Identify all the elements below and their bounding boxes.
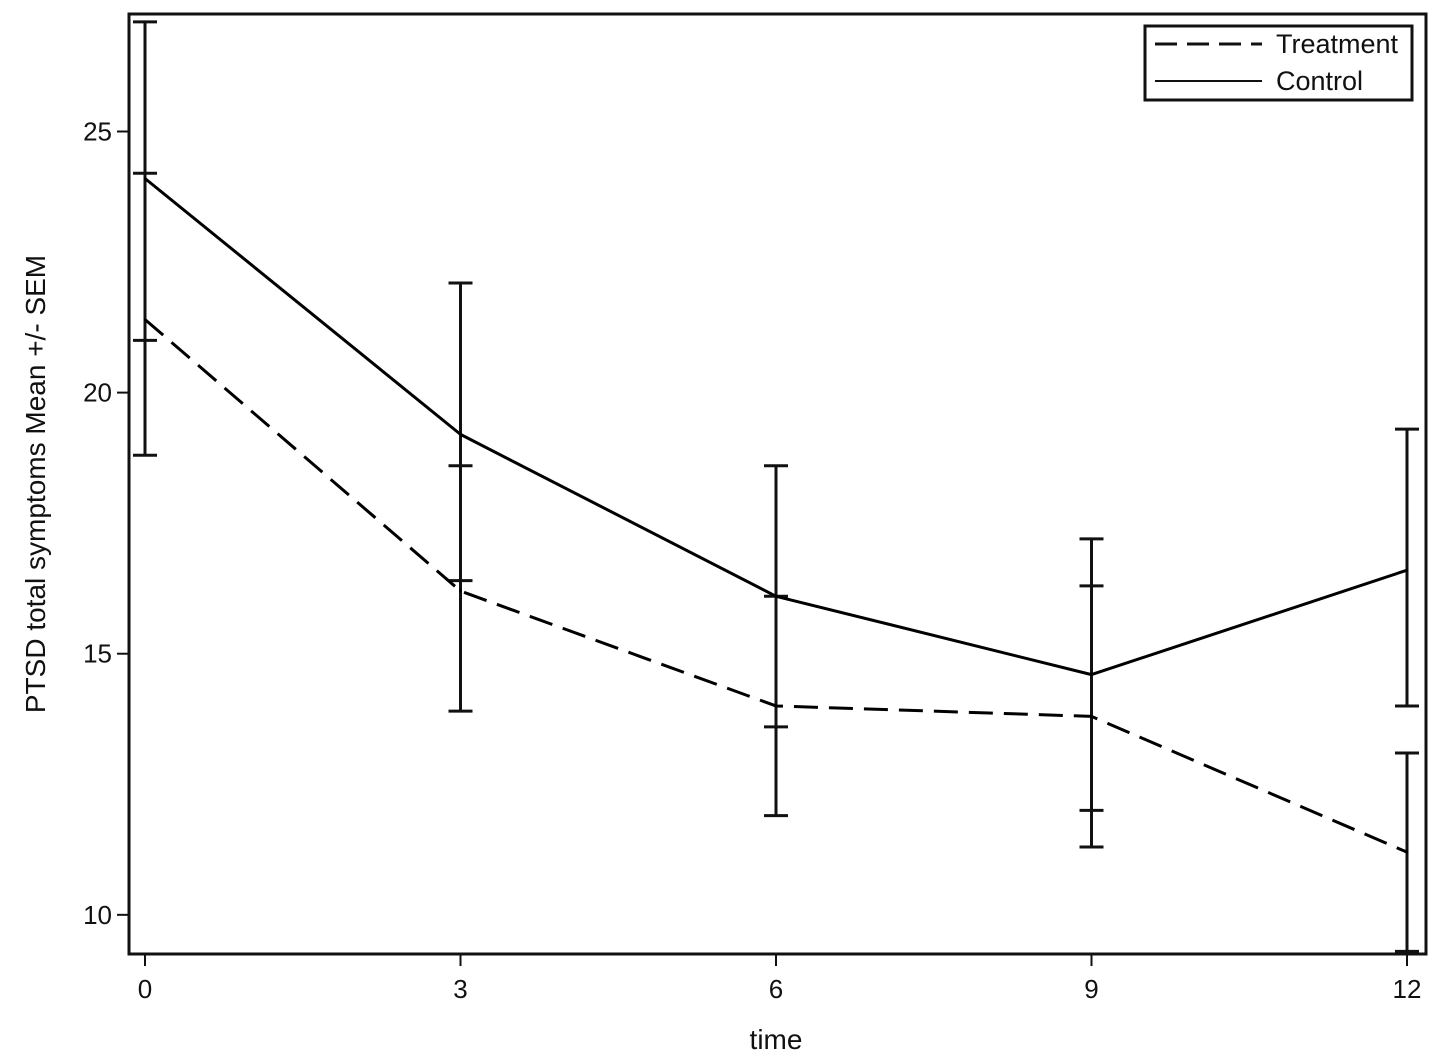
treatment-data-point [774,704,778,708]
treatment-data-point [1405,850,1409,854]
x-tick-label: 0 [138,974,152,1004]
y-axis-title: PTSD total symptoms Mean +/- SEM [20,255,51,713]
x-tick-label: 6 [769,974,783,1004]
series-lines [143,177,1409,854]
treatment-data-point [143,318,147,321]
control-data-point [143,177,147,180]
plot-frame [127,12,1428,956]
y-axis: 10 15 20 25 [83,117,129,930]
y-tick-label: 10 [83,900,112,930]
error-bars [133,20,1419,953]
x-tick-label: 9 [1084,974,1098,1004]
control-data-point [1405,568,1409,572]
legend-box [1143,24,1414,102]
control-data-point [774,594,778,598]
x-axis-title: time [750,1024,803,1055]
y-tick-label: 25 [83,117,112,147]
legend-control-label: Control [1276,66,1363,96]
x-axis: 0 3 6 9 12 [138,954,1422,1004]
x-tick-label: 12 [1393,974,1422,1004]
x-tick-label: 3 [453,974,467,1004]
control-data-point [459,432,462,436]
treatment-data-point [459,589,462,593]
control-data-point [1090,673,1093,677]
legend: Treatment Control [1143,24,1414,102]
treatment-data-point [1090,714,1093,718]
y-tick-label: 15 [83,639,112,669]
y-tick-label: 20 [83,378,112,408]
legend-treatment-label: Treatment [1276,29,1399,59]
